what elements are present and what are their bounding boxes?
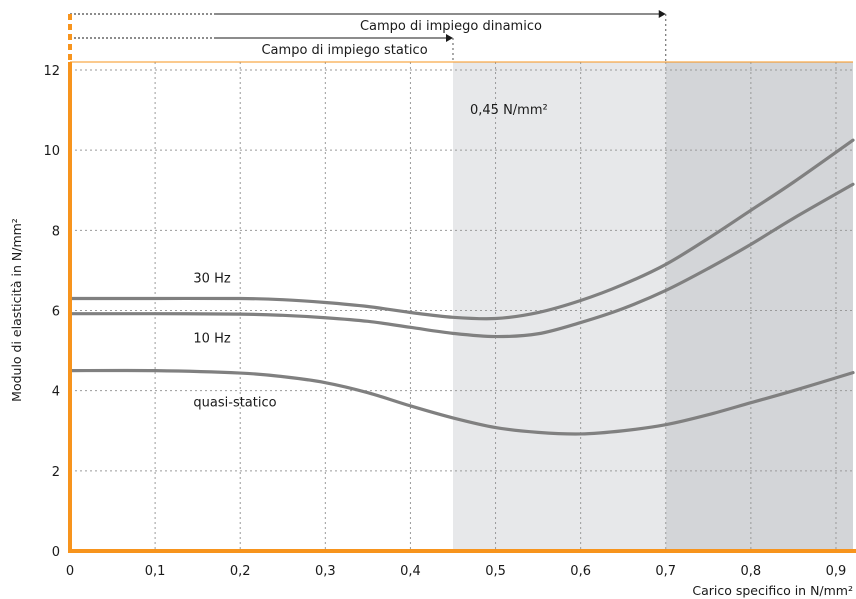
y-tick-label-0: 0 xyxy=(52,545,60,560)
x-tick-label-9: 0,9 xyxy=(826,564,847,579)
series-30hz-line xyxy=(68,138,855,321)
x-tick-label-3: 0,3 xyxy=(315,564,336,579)
range-arrowhead-1 xyxy=(658,10,666,18)
usage-ranges: Campo di impiego dinamico Campo di impieg… xyxy=(70,10,667,62)
grid xyxy=(70,62,853,551)
x-tick-label-4: 0,4 xyxy=(400,564,421,579)
shaded-region-2 xyxy=(665,62,853,551)
x-tick-label-7: 0,7 xyxy=(655,564,676,579)
x-tick-label-5: 0,5 xyxy=(485,564,506,579)
range-label-1: Campo di impiego dinamico xyxy=(360,19,542,34)
range-label-2: Campo di impiego statico xyxy=(261,43,427,58)
y-axis-title: Modulo di elasticità in N/mm² xyxy=(9,218,24,402)
y-tick-label-3: 6 xyxy=(52,305,60,320)
annotation-quasi-static: quasi-statico xyxy=(193,396,276,411)
x-tick-label-6: 0,6 xyxy=(570,564,591,579)
x-tick-label-0: 0 xyxy=(66,564,74,579)
axes xyxy=(68,14,856,553)
y-tick-label-2: 4 xyxy=(52,385,60,400)
annotations: 0,45 N/mm² 30 Hz 10 Hz quasi-statico xyxy=(193,103,547,411)
annotation-10hz: 10 Hz xyxy=(193,332,230,347)
shaded-regions xyxy=(452,62,853,551)
x-tick-label-1: 0,1 xyxy=(145,564,166,579)
x-tick-label-2: 0,2 xyxy=(230,564,251,579)
y-tick-label-4: 8 xyxy=(52,224,60,239)
annotation-30hz: 30 Hz xyxy=(193,271,230,286)
series-quasi-static-line xyxy=(68,368,855,436)
tick-labels: 0 0,1 0,2 0,3 0,4 0,5 0,6 0,7 0,8 0,9 0 2 4 6 8 10 12 xyxy=(43,64,846,579)
y-tick-label-5: 10 xyxy=(43,144,60,159)
series-10hz-line xyxy=(68,182,855,339)
y-tick-label-6: 12 xyxy=(43,64,60,79)
range-arrowhead-2 xyxy=(445,34,453,42)
series xyxy=(68,138,855,436)
x-tick-label-8: 0,8 xyxy=(741,564,762,579)
y-tick-label-1: 2 xyxy=(52,465,60,480)
x-axis-title: Carico specifico in N/mm² xyxy=(692,583,853,598)
annotation-045: 0,45 N/mm² xyxy=(470,103,548,118)
